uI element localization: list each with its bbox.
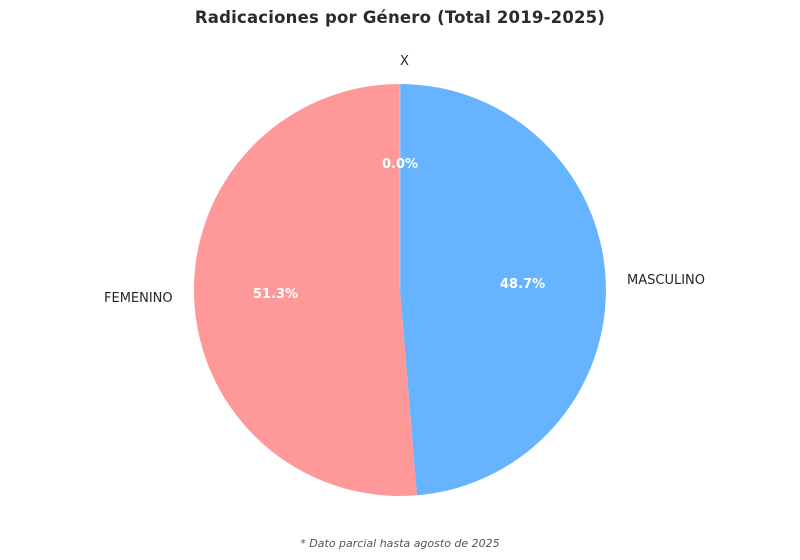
- pct-masculino: 48.7%: [500, 277, 546, 292]
- label-x: X: [400, 54, 409, 69]
- slice-femenino: [193, 84, 417, 496]
- pct-x: 0.0%: [382, 157, 419, 172]
- pct-femenino: 51.3%: [253, 287, 299, 302]
- label-masculino: MASCULINO: [627, 273, 705, 288]
- slice-masculino: [400, 84, 606, 496]
- footnote: * Dato parcial hasta agosto de 2025: [300, 537, 500, 550]
- label-femenino: FEMENINO: [104, 291, 173, 306]
- chart-title: Radicaciones por Género (Total 2019-2025…: [194, 8, 606, 27]
